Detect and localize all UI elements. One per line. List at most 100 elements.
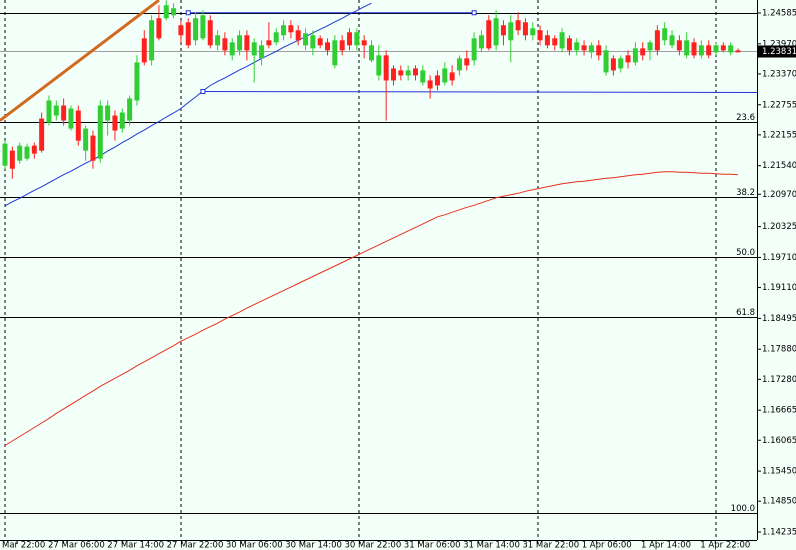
plot-area: 23.6 38.2 50.0 61.8 100.0	[0, 0, 757, 514]
candle-body	[31, 145, 37, 154]
candle-body	[369, 45, 374, 61]
candle-body	[259, 45, 265, 59]
candle-body	[618, 58, 624, 69]
fib-label: 100.0	[731, 504, 755, 514]
candle-body	[266, 40, 272, 46]
x-tick-label: 27 Mar 22:00	[167, 541, 224, 550]
candle-body	[112, 115, 118, 131]
y-tick-label: 1.22155	[762, 130, 796, 140]
candle-body	[215, 35, 221, 46]
candle-body	[449, 72, 455, 81]
x-tick-label: 31 Mar 22:00	[522, 541, 579, 550]
candle-body	[735, 50, 741, 53]
candle-body	[361, 40, 367, 46]
candle-body	[317, 38, 323, 46]
candle-body	[720, 45, 726, 51]
x-tick-label: 30 Mar 06:00	[226, 541, 283, 550]
x-tick-label: 30 Mar 22:00	[345, 541, 402, 550]
trend-line	[0, 0, 160, 122]
y-tick-label: 1.17280	[762, 375, 796, 385]
anchor-point	[471, 10, 477, 16]
y-tick-label: 1.16065	[762, 436, 796, 446]
candle-body	[207, 20, 213, 46]
candle-body	[500, 25, 506, 36]
candle-body	[288, 25, 294, 33]
candle-body	[398, 70, 404, 76]
y-tick-label: 1.17880	[762, 345, 796, 355]
candle-body	[105, 105, 111, 121]
candle-body	[303, 33, 309, 46]
candle-body	[530, 28, 536, 36]
candle-body	[156, 18, 162, 39]
candle-body	[75, 110, 81, 141]
candle-body	[200, 15, 206, 39]
candle-body	[662, 28, 668, 41]
candle-body	[713, 45, 719, 53]
candle-body	[339, 40, 345, 51]
y-tick-label: 1.23370	[762, 69, 796, 79]
y-tick-label: 1.15450	[762, 467, 796, 477]
candle-body	[127, 98, 133, 121]
anchor-point	[185, 10, 191, 16]
y-tick-label: 1.21540	[762, 161, 796, 171]
candle-body	[559, 32, 565, 49]
candle-body	[281, 25, 287, 36]
anchor-point	[200, 88, 206, 94]
x-tick-label: Mar 22:00	[2, 541, 45, 550]
candle-body	[493, 18, 499, 46]
fib-label: 23.6	[736, 113, 755, 123]
candle-body	[478, 35, 484, 49]
candle-body	[46, 100, 52, 123]
y-tick-label: 1.22755	[762, 100, 796, 110]
candle-body	[632, 48, 638, 63]
candle-body	[596, 45, 602, 56]
candle-body	[83, 128, 89, 151]
fib-label: 38.2	[736, 188, 755, 198]
candle-body	[141, 38, 147, 63]
moving-average	[4, 2, 372, 207]
candle-body	[669, 35, 675, 46]
candle-body	[9, 150, 15, 169]
y-tick-label: 1.19110	[762, 283, 796, 293]
x-tick-label: 31 Mar 14:00	[463, 541, 520, 550]
candle-body	[97, 105, 103, 159]
x-tick-label: 27 Mar 14:00	[107, 541, 164, 550]
candle-body	[508, 22, 514, 41]
candle-body	[193, 18, 199, 41]
current-price-label: 1.23831	[762, 47, 796, 57]
candle-body	[420, 70, 426, 83]
candle-body	[691, 42, 697, 56]
candle-body	[237, 35, 243, 51]
x-tick-label: 1 Apr 22:00	[700, 541, 750, 550]
candle-body	[728, 45, 734, 53]
candle-body	[434, 75, 440, 86]
candle-body	[354, 32, 360, 46]
fib-label: 61.8	[736, 308, 755, 318]
current-price-box	[758, 45, 796, 58]
candle-body	[251, 42, 257, 56]
y-tick-label: 1.20970	[762, 190, 796, 200]
candle-body	[515, 20, 521, 31]
candle-body	[24, 146, 30, 159]
candle-body	[640, 48, 646, 56]
candle-body	[53, 105, 59, 116]
candle-body	[222, 38, 228, 51]
y-tick-label: 1.16665	[762, 406, 796, 416]
candle-body	[310, 35, 316, 49]
trend-line	[202, 90, 757, 93]
candle-body	[464, 58, 470, 66]
candle-body	[654, 30, 660, 51]
y-tick-label: 1.20325	[762, 222, 796, 232]
candle-body	[163, 5, 169, 19]
candle-body	[178, 25, 184, 36]
candle-body	[581, 45, 587, 51]
y-tick-label: 1.14850	[762, 497, 796, 507]
candle-body	[456, 58, 462, 71]
candle-body	[134, 62, 140, 101]
candle-body	[390, 68, 396, 81]
candle-body	[471, 38, 477, 61]
y-tick-label: 1.14235	[762, 528, 796, 538]
candle-body	[698, 45, 704, 56]
